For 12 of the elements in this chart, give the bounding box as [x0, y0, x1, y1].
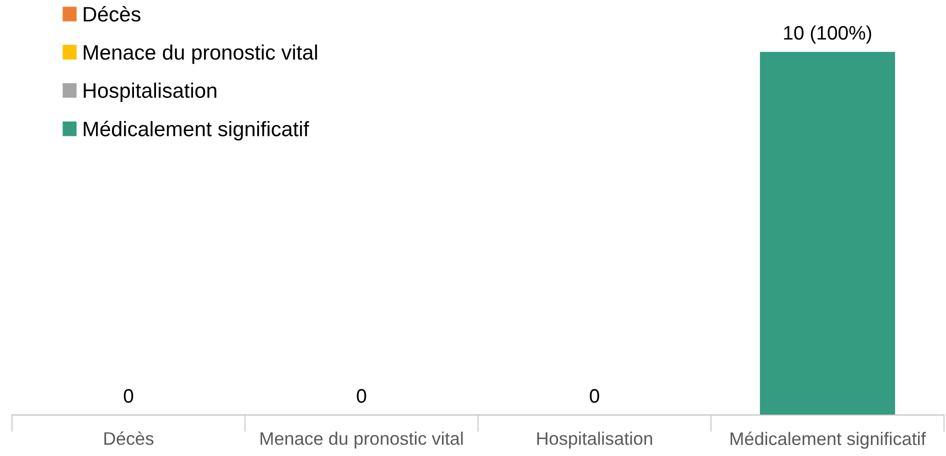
legend-label: Médicalement significatif — [84, 120, 310, 140]
x-tick-label: Décès — [104, 431, 154, 445]
x-tick-label: Médicalement significatif — [730, 432, 926, 449]
x-tick-label: Hospitalisation — [537, 432, 652, 448]
data-label: 0 — [590, 389, 600, 403]
x-tick-label: Menace du pronostic vital — [260, 432, 463, 448]
legend-label: Menace du pronostic vital — [84, 44, 317, 64]
legend-label: Décès — [84, 6, 140, 22]
data-label: 10 (100%) — [784, 25, 872, 44]
data-label: 0 — [124, 389, 134, 403]
data-label: 0 — [356, 389, 366, 403]
legend-label: Hospitalisation — [84, 82, 216, 102]
